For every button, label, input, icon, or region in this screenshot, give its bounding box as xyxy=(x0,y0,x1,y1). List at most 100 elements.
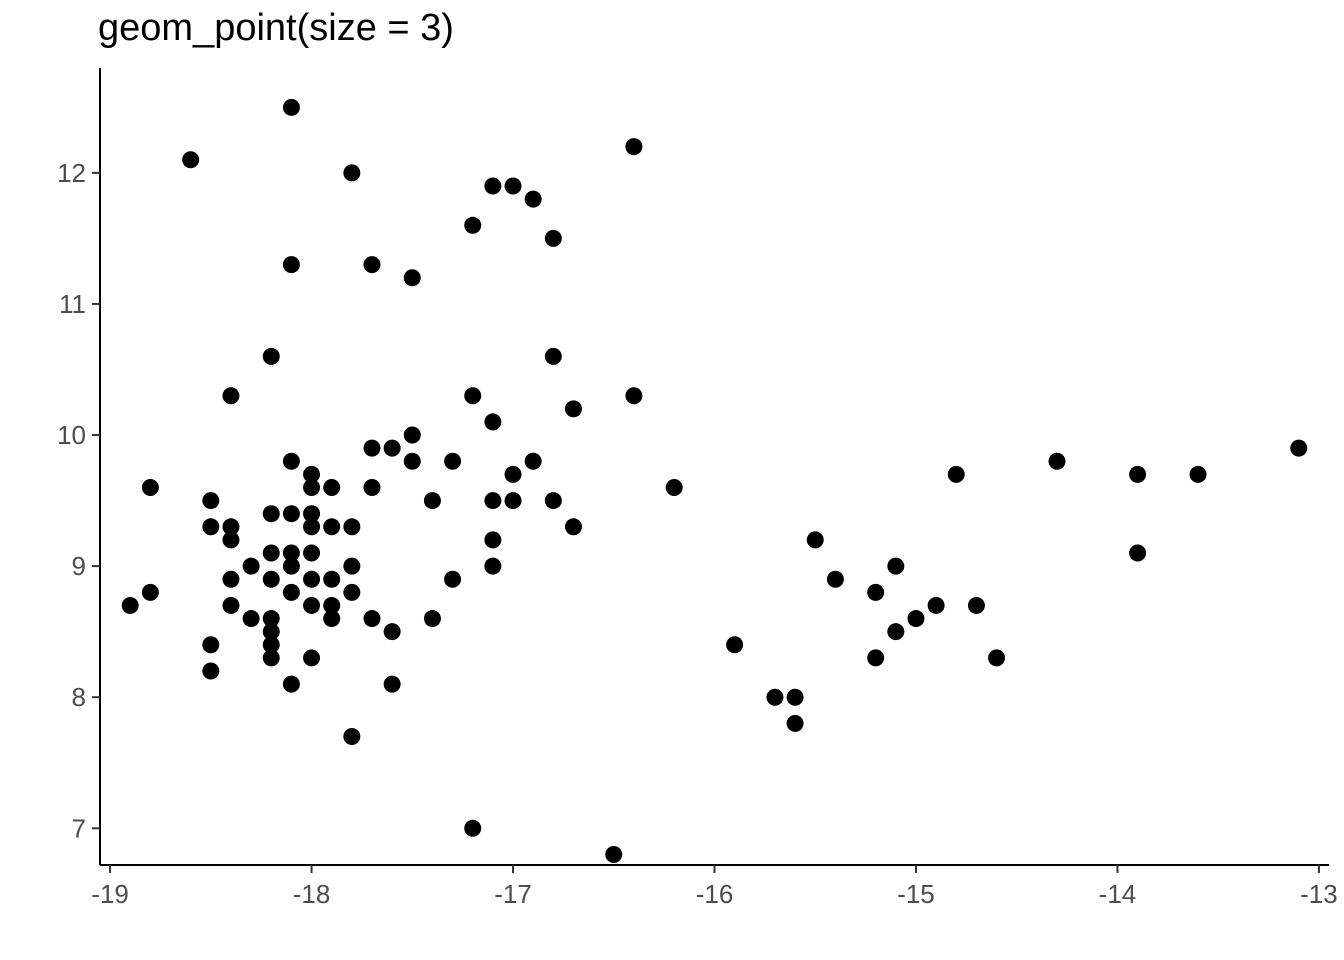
data-point xyxy=(323,570,341,588)
data-point xyxy=(1129,465,1147,483)
data-point xyxy=(242,610,260,628)
data-point xyxy=(121,596,139,614)
data-point xyxy=(303,570,321,588)
data-point xyxy=(524,452,542,470)
x-tick-label: -14 xyxy=(1099,879,1137,909)
data-point xyxy=(202,662,220,680)
data-point xyxy=(202,518,220,536)
points-layer xyxy=(121,98,1308,864)
data-point xyxy=(383,439,401,457)
data-point xyxy=(262,649,280,667)
data-point xyxy=(887,623,905,641)
data-point xyxy=(484,557,502,575)
data-point xyxy=(786,688,804,706)
data-point xyxy=(887,557,905,575)
data-point xyxy=(222,531,240,549)
data-point xyxy=(222,596,240,614)
data-point xyxy=(927,596,945,614)
x-tick-label: -19 xyxy=(91,879,129,909)
data-point xyxy=(1290,439,1308,457)
data-point xyxy=(262,505,280,523)
data-point xyxy=(1048,452,1066,470)
data-point xyxy=(967,596,985,614)
data-point xyxy=(403,269,421,287)
data-point xyxy=(504,465,522,483)
data-point xyxy=(242,557,260,575)
data-point xyxy=(343,518,361,536)
data-point xyxy=(544,492,562,510)
data-point xyxy=(282,557,300,575)
data-point xyxy=(303,465,321,483)
data-point xyxy=(343,728,361,746)
data-point xyxy=(383,675,401,693)
data-point xyxy=(484,177,502,195)
data-point xyxy=(303,649,321,667)
y-tick-label: 8 xyxy=(72,682,86,712)
data-point xyxy=(303,478,321,496)
data-point xyxy=(202,492,220,510)
data-point xyxy=(625,138,643,156)
data-point xyxy=(303,518,321,536)
data-point xyxy=(282,583,300,601)
x-tick-label: -13 xyxy=(1300,879,1338,909)
data-point xyxy=(282,98,300,116)
data-point xyxy=(403,426,421,444)
data-point xyxy=(726,636,744,654)
data-point xyxy=(262,347,280,365)
data-point xyxy=(282,505,300,523)
data-point xyxy=(343,583,361,601)
y-axis-ticks: 7 8 9 10 11 12 xyxy=(57,158,100,843)
data-point xyxy=(988,649,1006,667)
data-point xyxy=(363,439,381,457)
data-point xyxy=(363,256,381,274)
y-tick-label: 9 xyxy=(72,551,86,581)
data-point xyxy=(303,505,321,523)
data-point xyxy=(262,623,280,641)
data-point xyxy=(544,347,562,365)
data-point xyxy=(867,649,885,667)
data-point xyxy=(786,714,804,732)
data-point xyxy=(282,452,300,470)
data-point xyxy=(423,610,441,628)
data-point xyxy=(464,216,482,234)
data-point xyxy=(484,413,502,431)
data-point xyxy=(323,610,341,628)
data-point xyxy=(282,256,300,274)
data-point xyxy=(262,570,280,588)
data-point xyxy=(343,164,361,182)
x-tick-label: -18 xyxy=(293,879,331,909)
y-tick-label: 10 xyxy=(57,420,86,450)
x-tick-label: -15 xyxy=(897,879,935,909)
data-point xyxy=(806,531,824,549)
data-point xyxy=(403,452,421,470)
data-point xyxy=(343,557,361,575)
data-point xyxy=(564,400,582,418)
data-point xyxy=(464,387,482,405)
data-point xyxy=(867,583,885,601)
data-point xyxy=(484,492,502,510)
data-point xyxy=(947,465,965,483)
data-point xyxy=(262,544,280,562)
data-point xyxy=(222,387,240,405)
data-point xyxy=(544,229,562,247)
axes-layer xyxy=(99,68,1329,866)
x-axis-ticks: -19 -18 -17 -16 -15 -14 -13 xyxy=(91,865,1338,909)
data-point xyxy=(323,518,341,536)
x-tick-label: -17 xyxy=(494,879,532,909)
data-point xyxy=(202,636,220,654)
data-point xyxy=(303,596,321,614)
chart-title: geom_point(size = 3) xyxy=(98,7,454,49)
x-tick-label: -16 xyxy=(696,879,734,909)
data-point xyxy=(605,846,623,864)
data-point xyxy=(222,570,240,588)
data-point xyxy=(907,610,925,628)
data-point xyxy=(323,596,341,614)
data-point xyxy=(484,531,502,549)
data-point xyxy=(222,518,240,536)
data-point xyxy=(282,675,300,693)
data-point xyxy=(1129,544,1147,562)
data-point xyxy=(444,570,462,588)
y-tick-label: 7 xyxy=(72,813,86,843)
data-point xyxy=(141,478,159,496)
